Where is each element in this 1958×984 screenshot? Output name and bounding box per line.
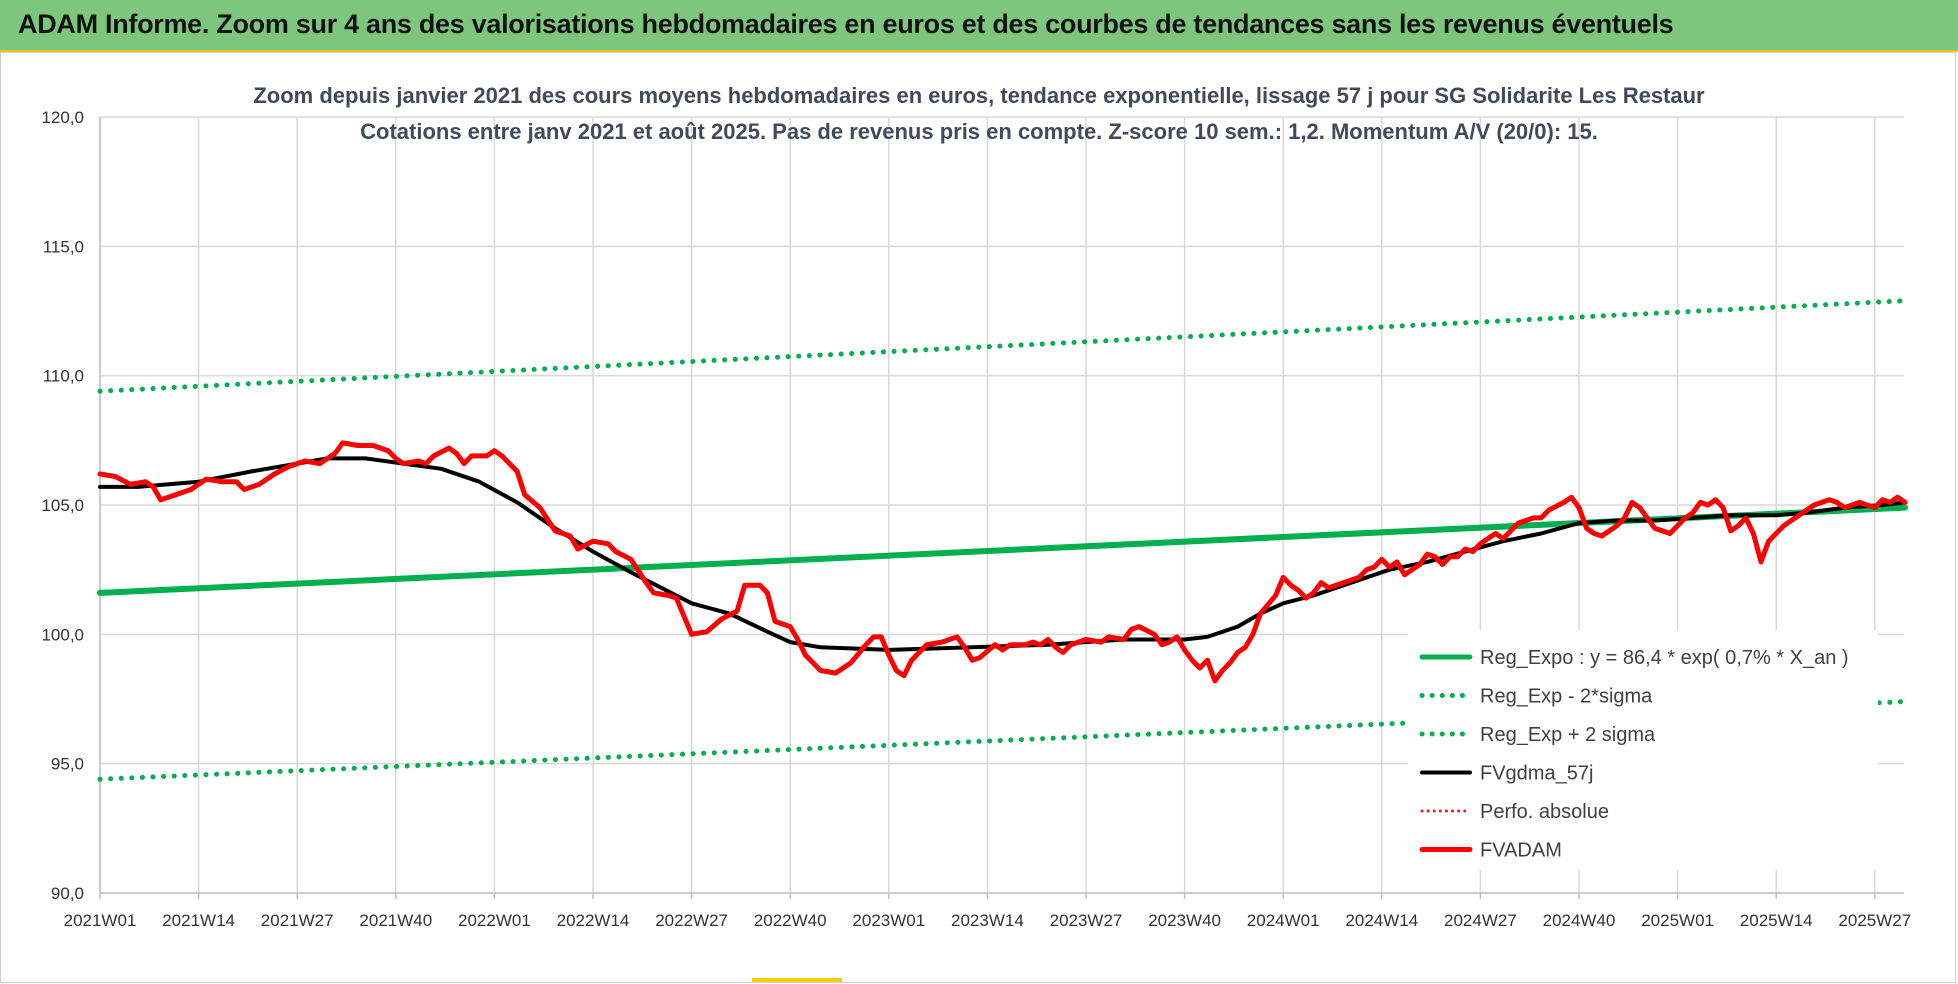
x-tick-label: 2022W27 bbox=[655, 911, 728, 930]
chart-title-line-2: Cotations entre janv 2021 et août 2025. … bbox=[360, 119, 1598, 144]
x-tick-label: 2025W14 bbox=[1740, 911, 1813, 930]
chart-frame bbox=[0, 52, 1956, 983]
x-tick-label: 2023W27 bbox=[1050, 911, 1123, 930]
x-tick-label: 2024W40 bbox=[1543, 911, 1616, 930]
x-tick-label: 2021W27 bbox=[261, 911, 334, 930]
report-title: ADAM Informe. Zoom sur 4 ans des valoris… bbox=[18, 9, 1674, 39]
x-tick-label: 2021W40 bbox=[359, 911, 432, 930]
x-tick-label: 2025W27 bbox=[1838, 911, 1911, 930]
series-line-5 bbox=[97, 440, 1908, 684]
grid bbox=[99, 116, 1904, 894]
x-tick-label: 2023W40 bbox=[1148, 911, 1221, 930]
x-tick-label: 2023W14 bbox=[951, 911, 1024, 930]
x-tick-label: 2021W14 bbox=[162, 911, 235, 930]
x-tick-label: 2023W01 bbox=[852, 911, 925, 930]
legend-label: Perfo. absolue bbox=[1480, 801, 1609, 823]
x-tick-label: 2025W01 bbox=[1641, 911, 1714, 930]
chart-title: Zoom depuis janvier 2021 des cours moyen… bbox=[0, 78, 1958, 150]
bottom-accent bbox=[752, 978, 842, 982]
legend-label: Reg_Expo : y = 86,4 * exp( 0,7% * X_an ) bbox=[1480, 647, 1849, 669]
legend-label: FVADAM bbox=[1480, 840, 1562, 862]
chart-title-line-1: Zoom depuis janvier 2021 des cours moyen… bbox=[253, 83, 1705, 108]
legend-label: Reg_Exp - 2*sigma bbox=[1480, 686, 1653, 708]
series-line-3 bbox=[98, 456, 1908, 652]
x-tick-label: 2024W14 bbox=[1345, 911, 1418, 930]
report-banner: ADAM Informe. Zoom sur 4 ans des valoris… bbox=[0, 0, 1958, 52]
y-tick-label: 90,0 bbox=[51, 884, 84, 903]
x-tick-label: 2022W40 bbox=[754, 911, 827, 930]
series-line-2 bbox=[97, 298, 1908, 394]
legend: Reg_Expo : y = 86,4 * exp( 0,7% * X_an )… bbox=[1419, 647, 1849, 862]
x-tick-label: 2024W01 bbox=[1247, 911, 1320, 930]
x-axis: 2021W01 2021W14 2021W27 2021W40 2022W01 2022W… bbox=[64, 892, 1911, 930]
legend-background bbox=[1408, 630, 1878, 870]
y-tick-label: 110,0 bbox=[43, 367, 84, 386]
y-tick-label: 105,0 bbox=[41, 496, 84, 515]
x-tick-label: 2024W27 bbox=[1444, 911, 1517, 930]
x-tick-label: 2022W01 bbox=[458, 911, 531, 930]
legend-label: Reg_Exp + 2 sigma bbox=[1480, 724, 1656, 746]
y-tick-label: 95,0 bbox=[51, 755, 84, 774]
y-tick-label: 120,0 bbox=[41, 108, 84, 127]
x-tick-label: 2021W01 bbox=[64, 911, 137, 930]
x-tick-label: 2022W14 bbox=[557, 911, 630, 930]
y-tick-label: 115,0 bbox=[43, 237, 84, 256]
legend-label: FVgdma_57j bbox=[1480, 763, 1593, 785]
y-tick-label: 100,0 bbox=[41, 625, 84, 644]
y-axis: 90,0 95,0 100,0 105,0 110,0 115,0 120,0 bbox=[41, 108, 101, 903]
